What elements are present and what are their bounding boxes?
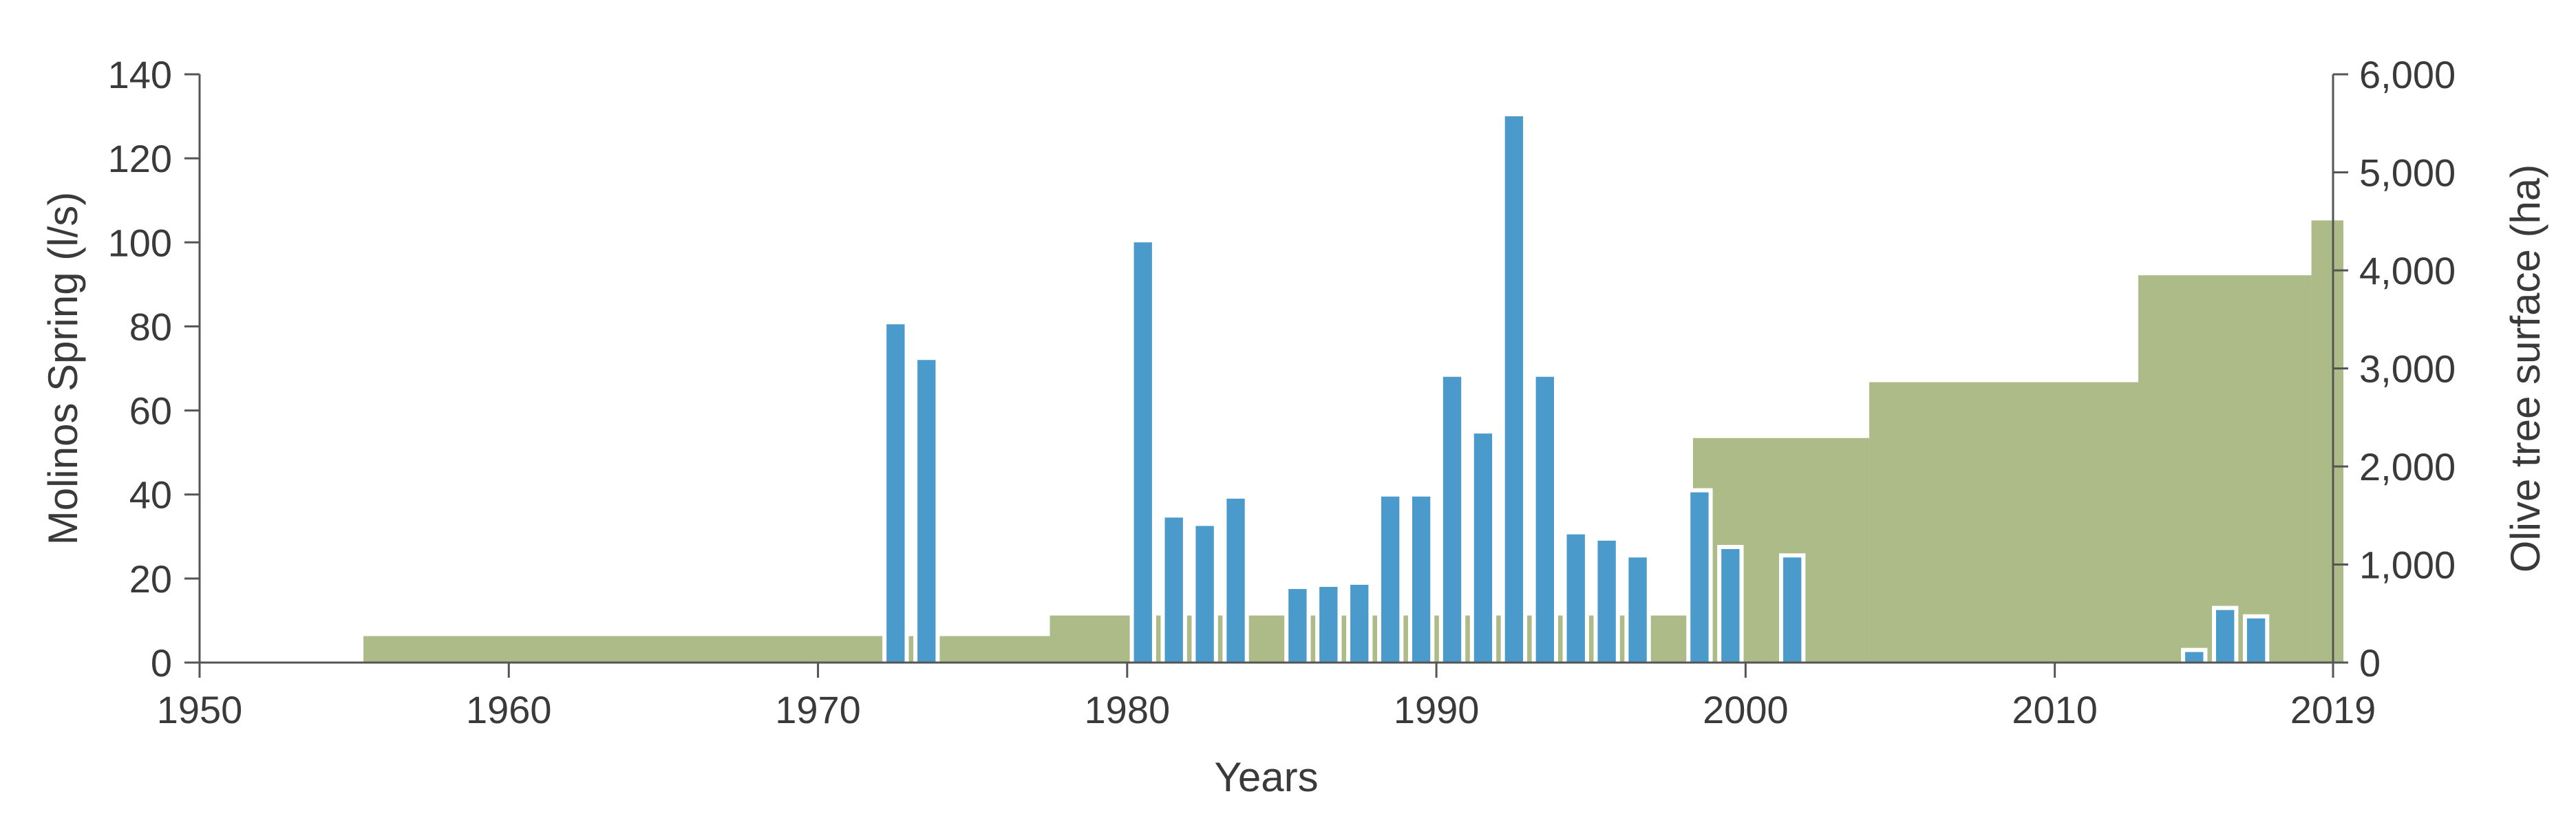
- spring-bar-1998: [1686, 488, 1713, 667]
- spring-bar-1994: [1562, 530, 1589, 667]
- right-y-axis-title: Olive tree surface (ha): [2502, 164, 2548, 573]
- x-tick-label-2010: 2010: [2012, 688, 2098, 731]
- spring-bar-1995: [1593, 536, 1620, 667]
- spring-bar-1981: [1160, 513, 1187, 667]
- x-tick-label-1990: 1990: [1394, 688, 1480, 731]
- olive-surface-step-6: [2311, 220, 2343, 663]
- spring-bar-1987: [1346, 580, 1373, 667]
- right-y-tick-label-6000: 6,000: [2359, 53, 2456, 96]
- left-y-tick-label-60: 60: [129, 389, 172, 433]
- x-tick-label-1960: 1960: [466, 688, 552, 731]
- spring-bar-1985: [1284, 585, 1311, 667]
- spring-bar-2001: [1779, 553, 1806, 667]
- left-y-tick-label-140: 140: [108, 53, 172, 96]
- axes: 1950 1960 1970 1980 1990 2000 2010 2019 0 20 40 60…: [108, 53, 2456, 731]
- left-y-axis-title: Molinos Spring (l/s): [40, 192, 86, 546]
- right-y-tick-label-3000: 3,000: [2359, 347, 2456, 391]
- right-y-tick-label-0: 0: [2359, 641, 2381, 685]
- spring-bar-1980: [1129, 238, 1156, 667]
- x-tick-label-1980: 1980: [1085, 688, 1171, 731]
- olive-surface-step-4: [1869, 382, 2138, 663]
- spring-bar-2014: [2181, 647, 2208, 667]
- left-y-tick-label-20: 20: [129, 557, 172, 601]
- spring-bar-1972: [882, 320, 909, 667]
- spring-bar-1983: [1222, 494, 1249, 667]
- left-y-tick-label-120: 120: [108, 137, 172, 180]
- x-axis-title: Years: [1214, 754, 1318, 800]
- spring-bar-1996: [1624, 553, 1651, 667]
- spring-bar-1999: [1717, 545, 1744, 667]
- x-tick-label-2000: 2000: [1703, 688, 1789, 731]
- left-y-tick-label-40: 40: [129, 473, 172, 517]
- spring-bar-1990: [1438, 372, 1466, 667]
- right-y-tick-label-2000: 2,000: [2359, 445, 2456, 488]
- spring-bar-2016: [2242, 614, 2270, 667]
- spring-bar-1988: [1376, 492, 1404, 667]
- right-y-tick-label-5000: 5,000: [2359, 151, 2456, 195]
- spring-bar-2015: [2212, 605, 2239, 667]
- x-tick-label-1950: 1950: [157, 688, 243, 731]
- right-y-tick-label-1000: 1,000: [2359, 544, 2456, 587]
- spring-bar-1993: [1531, 372, 1558, 667]
- spring-bar-1986: [1315, 583, 1342, 667]
- x-tick-label-2019: 2019: [2290, 688, 2376, 731]
- left-y-tick-label-80: 80: [129, 305, 172, 348]
- spring-bar-1989: [1407, 492, 1435, 667]
- left-y-tick-label-0: 0: [151, 641, 172, 685]
- x-tick-label-1970: 1970: [775, 688, 861, 731]
- right-y-axis-ticks: 0 1,000 2,000 3,000 4,000 5,000 6,000: [2333, 53, 2456, 685]
- left-y-tick-label-100: 100: [108, 221, 172, 264]
- spring-bar-1992: [1500, 112, 1528, 667]
- spring-bar-1991: [1469, 429, 1497, 667]
- olive-surface-step-1: [363, 636, 1050, 663]
- spring-bar-1973: [913, 356, 940, 667]
- x-axis-ticks: 1950 1960 1970 1980 1990 2000 2010 2019: [157, 663, 2376, 731]
- right-y-tick-label-4000: 4,000: [2359, 249, 2456, 292]
- spring-flow-series: [882, 112, 2270, 667]
- left-y-axis-ticks: 0 20 40 60 80 100 120 140: [108, 53, 200, 685]
- olive-surface-step-5: [2138, 275, 2312, 663]
- spring-bar-1982: [1191, 522, 1218, 667]
